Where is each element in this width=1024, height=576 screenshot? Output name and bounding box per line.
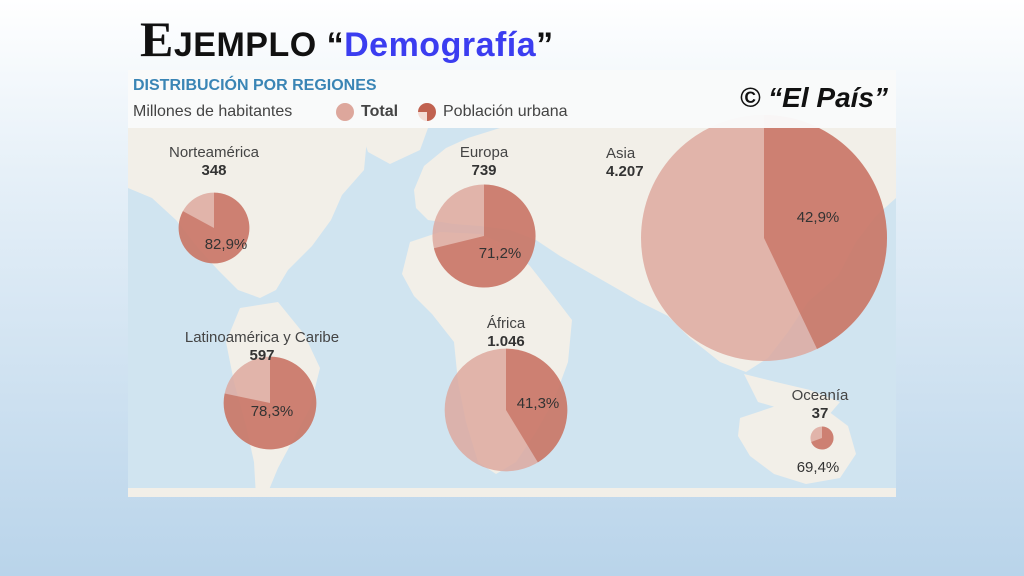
- urban-pct-label-africa: 41,3%: [517, 395, 560, 412]
- legend-units: Millones de habitantes: [133, 103, 293, 120]
- urban-slice-oceania: [811, 426, 834, 450]
- slide-title: EJEMPLO “Demografía”: [140, 14, 554, 65]
- title-open-quote: “: [326, 26, 345, 64]
- land-north-america: [128, 128, 368, 298]
- urban-pct-label-asia: 42,9%: [797, 209, 840, 226]
- title-close-quote: ”: [536, 26, 554, 64]
- region-name-norteamerica: Norteamérica: [169, 144, 260, 161]
- region-name-latinoamerica-y-caribe: Latinoamérica y Caribe: [185, 329, 339, 346]
- title-initial: E: [140, 11, 174, 67]
- region-total-latinoamerica-y-caribe: 597: [249, 347, 274, 364]
- region-bubbles: [178, 115, 887, 472]
- urban-slice-europa: [433, 184, 536, 288]
- total-circle-icon: [336, 103, 354, 121]
- title-rest: JEMPLO: [173, 26, 327, 64]
- region-name-africa: África: [487, 315, 526, 332]
- map-chart: Norteamérica 348 82,9% Europa 739 71,2% Asia 4.…: [128, 70, 896, 497]
- legend-total-label: Total: [361, 103, 399, 120]
- source-credit: © “El País”: [739, 82, 888, 113]
- urban-slice-asia: [764, 115, 887, 349]
- region-total-oceania: 37: [812, 405, 829, 422]
- region-total-asia: 4.207: [606, 163, 644, 180]
- legend-urban-label: Población urbana: [443, 103, 568, 120]
- urban-slice-latinoamerica-y-caribe: [223, 356, 317, 450]
- title-keyword: Demografía: [344, 26, 537, 64]
- urban-slice-africa: [506, 348, 568, 463]
- urban-pie-icon: [418, 103, 436, 121]
- urban-slice-norteamerica: [178, 192, 250, 264]
- region-name-europa: Europa: [460, 144, 509, 161]
- land-greenland: [360, 128, 428, 164]
- urban-pct-label-oceania: 69,4%: [797, 459, 840, 476]
- region-total-africa: 1.046: [487, 333, 525, 350]
- land-antarctica: [128, 488, 896, 497]
- urban-pct-label-latinoamerica-y-caribe: 78,3%: [251, 403, 294, 420]
- urban-pct-label-europa: 71,2%: [479, 245, 522, 262]
- land-australia: [738, 404, 856, 484]
- legend-bar: DISTRIBUCIÓN POR REGIONES Millones de ha…: [128, 70, 896, 128]
- region-total-norteamerica: 348: [201, 162, 226, 179]
- land-indonesia: [744, 374, 840, 416]
- region-name-asia: Asia: [606, 145, 636, 162]
- urban-pct-label-norteamerica: 82,9%: [205, 236, 248, 253]
- legend-title: DISTRIBUCIÓN POR REGIONES: [133, 77, 377, 94]
- region-name-oceania: Oceanía: [792, 387, 849, 404]
- region-total-europa: 739: [471, 162, 496, 179]
